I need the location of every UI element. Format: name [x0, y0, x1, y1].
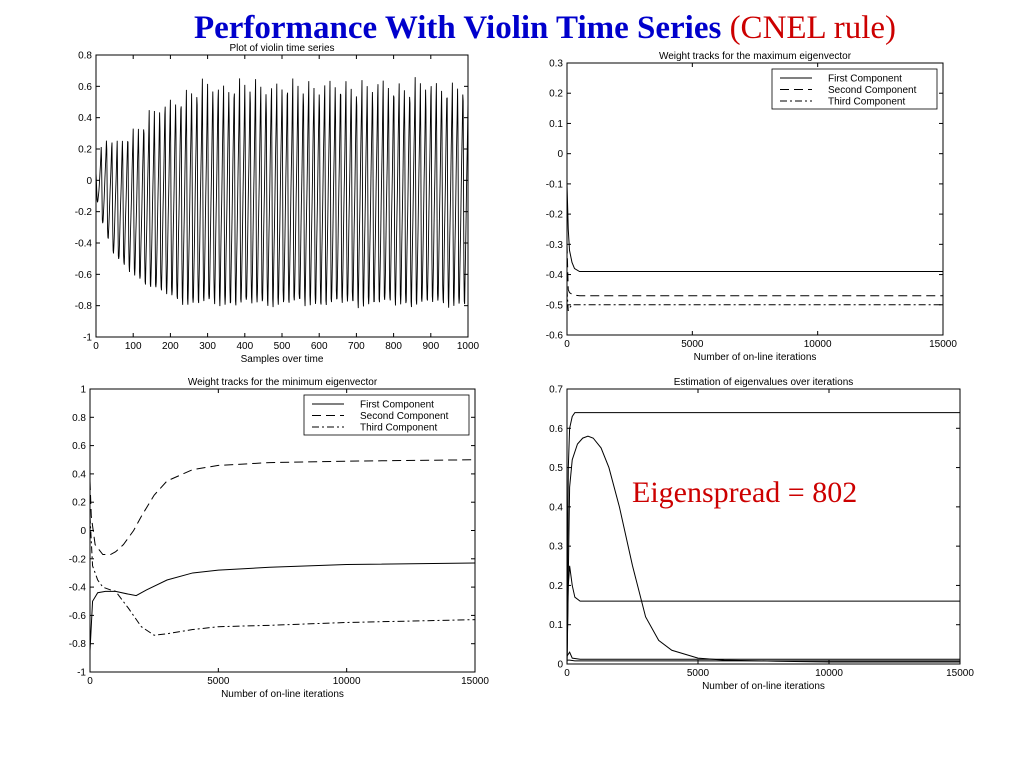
x-axis-label: Samples over time: [241, 354, 324, 365]
y-tick-label: 0: [80, 526, 86, 537]
y-tick-label: 0.4: [549, 502, 563, 513]
y-tick-label: 0.4: [78, 113, 92, 124]
y-tick-label: -0.3: [546, 240, 564, 251]
y-tick-label: 0: [557, 149, 563, 160]
series-line-3: [566, 289, 943, 312]
y-tick-label: -1: [83, 333, 92, 344]
x-tick-label: 0: [564, 668, 570, 679]
y-tick-label: -0.6: [75, 270, 93, 281]
y-tick-label: 0: [86, 176, 92, 187]
chart-title: Estimation of eigenvalues over iteration…: [674, 377, 854, 388]
legend-label: Second Component: [828, 85, 917, 96]
plot-frame: [566, 388, 961, 665]
slide-title: Performance With Violin Time Series (CNE…: [0, 8, 1024, 48]
y-tick-label: -0.2: [69, 554, 87, 565]
chart-title: Weight tracks for the maximum eigenvecto…: [659, 51, 852, 62]
x-tick-label: 15000: [929, 339, 957, 350]
y-tick-label: 0.6: [549, 424, 563, 435]
x-tick-label: 700: [348, 341, 365, 352]
y-tick-label: 0.5: [549, 463, 563, 474]
slide-title-rule: (CNEL rule): [729, 10, 897, 46]
x-tick-label: 300: [199, 341, 216, 352]
x-axis-label: Number of on-line iterations: [221, 689, 344, 700]
y-tick-label: 0.6: [72, 441, 86, 452]
legend-label: Second Component: [360, 411, 449, 422]
legend-label: Third Component: [828, 97, 905, 108]
series-line-2: [566, 244, 943, 297]
y-tick-label: 0.2: [549, 581, 563, 592]
x-tick-label: 0: [93, 341, 99, 352]
series-line-5: [567, 659, 960, 662]
x-tick-label: 5000: [207, 676, 230, 687]
x-tick-label: 1000: [457, 341, 480, 352]
y-tick-label: -0.8: [69, 639, 87, 650]
x-tick-label: 10000: [815, 668, 843, 679]
legend-label: First Component: [360, 400, 434, 411]
series-line-2: [89, 459, 476, 556]
y-tick-label: 0.3: [549, 59, 563, 70]
eigenspread-annotation: Eigenspread = 802: [632, 476, 858, 509]
y-tick-label: 0.2: [78, 145, 92, 156]
series-line-3: [89, 516, 476, 636]
x-tick-label: 10000: [804, 339, 832, 350]
x-tick-label: 500: [274, 341, 291, 352]
y-tick-label: 0.3: [549, 542, 563, 553]
x-tick-label: 200: [162, 341, 179, 352]
y-tick-label: 0.6: [78, 82, 92, 93]
y-tick-label: 0.1: [549, 119, 563, 130]
y-tick-label: 0.8: [78, 51, 92, 62]
x-tick-label: 400: [236, 341, 253, 352]
x-tick-label: 900: [422, 341, 439, 352]
x-tick-label: 5000: [687, 668, 710, 679]
y-tick-label: -1: [77, 668, 86, 679]
x-tick-label: 100: [125, 341, 142, 352]
x-tick-label: 0: [87, 676, 93, 687]
x-axis-label: Number of on-line iterations: [694, 352, 817, 363]
y-tick-label: -0.5: [546, 300, 564, 311]
series-line-1: [566, 183, 943, 273]
series-line-4: [566, 651, 960, 660]
chart-title: Weight tracks for the minimum eigenvecto…: [188, 377, 378, 388]
y-tick-label: 0.2: [72, 498, 86, 509]
slide-title-main: Performance With Violin Time Series: [193, 10, 722, 46]
legend-label: First Component: [828, 74, 902, 85]
x-tick-label: 5000: [681, 339, 704, 350]
y-tick-label: -0.6: [69, 611, 87, 622]
x-tick-label: 800: [385, 341, 402, 352]
series-line-1: [89, 562, 476, 651]
y-tick-label: -0.4: [69, 583, 87, 594]
y-tick-label: -0.4: [546, 270, 564, 281]
legend-box: [771, 68, 938, 110]
series-line-1: [566, 412, 960, 665]
x-tick-label: 15000: [461, 676, 489, 687]
x-axis-label: Number of on-line iterations: [702, 681, 825, 692]
x-tick-label: 15000: [946, 668, 974, 679]
y-tick-label: -0.1: [546, 179, 564, 190]
y-tick-label: -0.2: [75, 207, 93, 218]
y-tick-label: 0.7: [549, 385, 563, 396]
y-tick-label: -0.2: [546, 210, 564, 221]
chart-title: Plot of violin time series: [229, 43, 334, 54]
y-tick-label: 0.2: [549, 89, 563, 100]
y-tick-label: 0: [557, 660, 563, 671]
y-tick-label: 0.8: [72, 413, 86, 424]
x-tick-label: 600: [311, 341, 328, 352]
y-tick-label: -0.8: [75, 301, 93, 312]
legend-label: Third Component: [360, 423, 437, 434]
x-tick-label: 10000: [333, 676, 361, 687]
y-tick-label: 1: [80, 385, 86, 396]
y-tick-label: 0.1: [549, 620, 563, 631]
violin-waveform: [95, 77, 469, 309]
y-tick-label: -0.6: [546, 331, 564, 342]
y-tick-label: -0.4: [75, 239, 93, 250]
x-tick-label: 0: [564, 339, 570, 350]
y-tick-label: 0.4: [72, 469, 86, 480]
series-line-3: [566, 435, 960, 665]
